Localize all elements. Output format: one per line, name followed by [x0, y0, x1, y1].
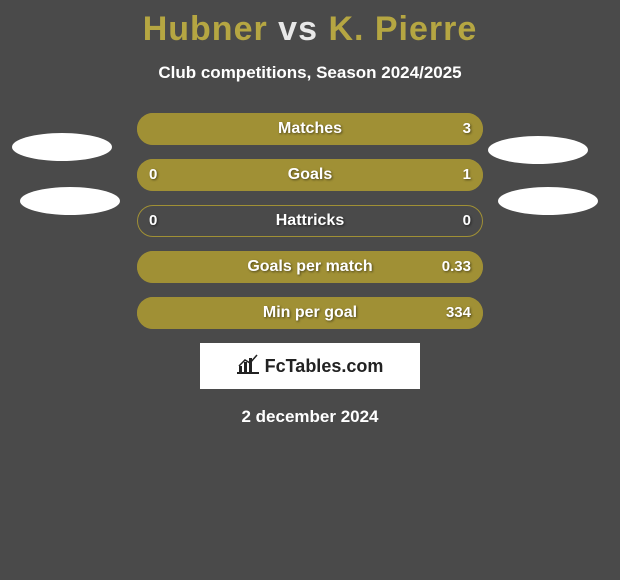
stat-value-right: 3: [463, 113, 471, 145]
stat-row-hattricks: 0 Hattricks 0: [137, 205, 483, 237]
stat-label: Matches: [137, 113, 483, 145]
stat-label: Min per goal: [137, 297, 483, 329]
stat-row-goals: 0 Goals 1: [137, 159, 483, 191]
decor-ellipse-right-2: [498, 187, 598, 215]
date-text: 2 december 2024: [0, 407, 620, 427]
stat-row-mpg: Min per goal 334: [137, 297, 483, 329]
stat-value-right: 334: [446, 297, 471, 329]
stat-value-right: 0: [463, 205, 471, 237]
decor-ellipse-left-2: [20, 187, 120, 215]
stats-container: Matches 3 0 Goals 1 0 Hattricks 0 Goals …: [0, 113, 620, 329]
stat-value-right: 1: [463, 159, 471, 191]
decor-ellipse-left-1: [12, 133, 112, 161]
stat-label: Hattricks: [137, 205, 483, 237]
stat-label: Goals: [137, 159, 483, 191]
stat-row-gpm: Goals per match 0.33: [137, 251, 483, 283]
player1-name: Hubner: [143, 10, 268, 48]
stat-label: Goals per match: [137, 251, 483, 283]
decor-ellipse-right-1: [488, 136, 588, 164]
subtitle: Club competitions, Season 2024/2025: [0, 63, 620, 83]
stat-value-right: 0.33: [442, 251, 471, 283]
logo-text: FcTables.com: [265, 356, 384, 377]
page-title: Hubner vs K. Pierre: [0, 0, 620, 49]
logo-box[interactable]: FcTables.com: [200, 343, 420, 389]
player2-name: K. Pierre: [328, 10, 477, 48]
stat-row-matches: Matches 3: [137, 113, 483, 145]
vs-label: vs: [278, 10, 318, 48]
chart-icon: [237, 354, 259, 379]
